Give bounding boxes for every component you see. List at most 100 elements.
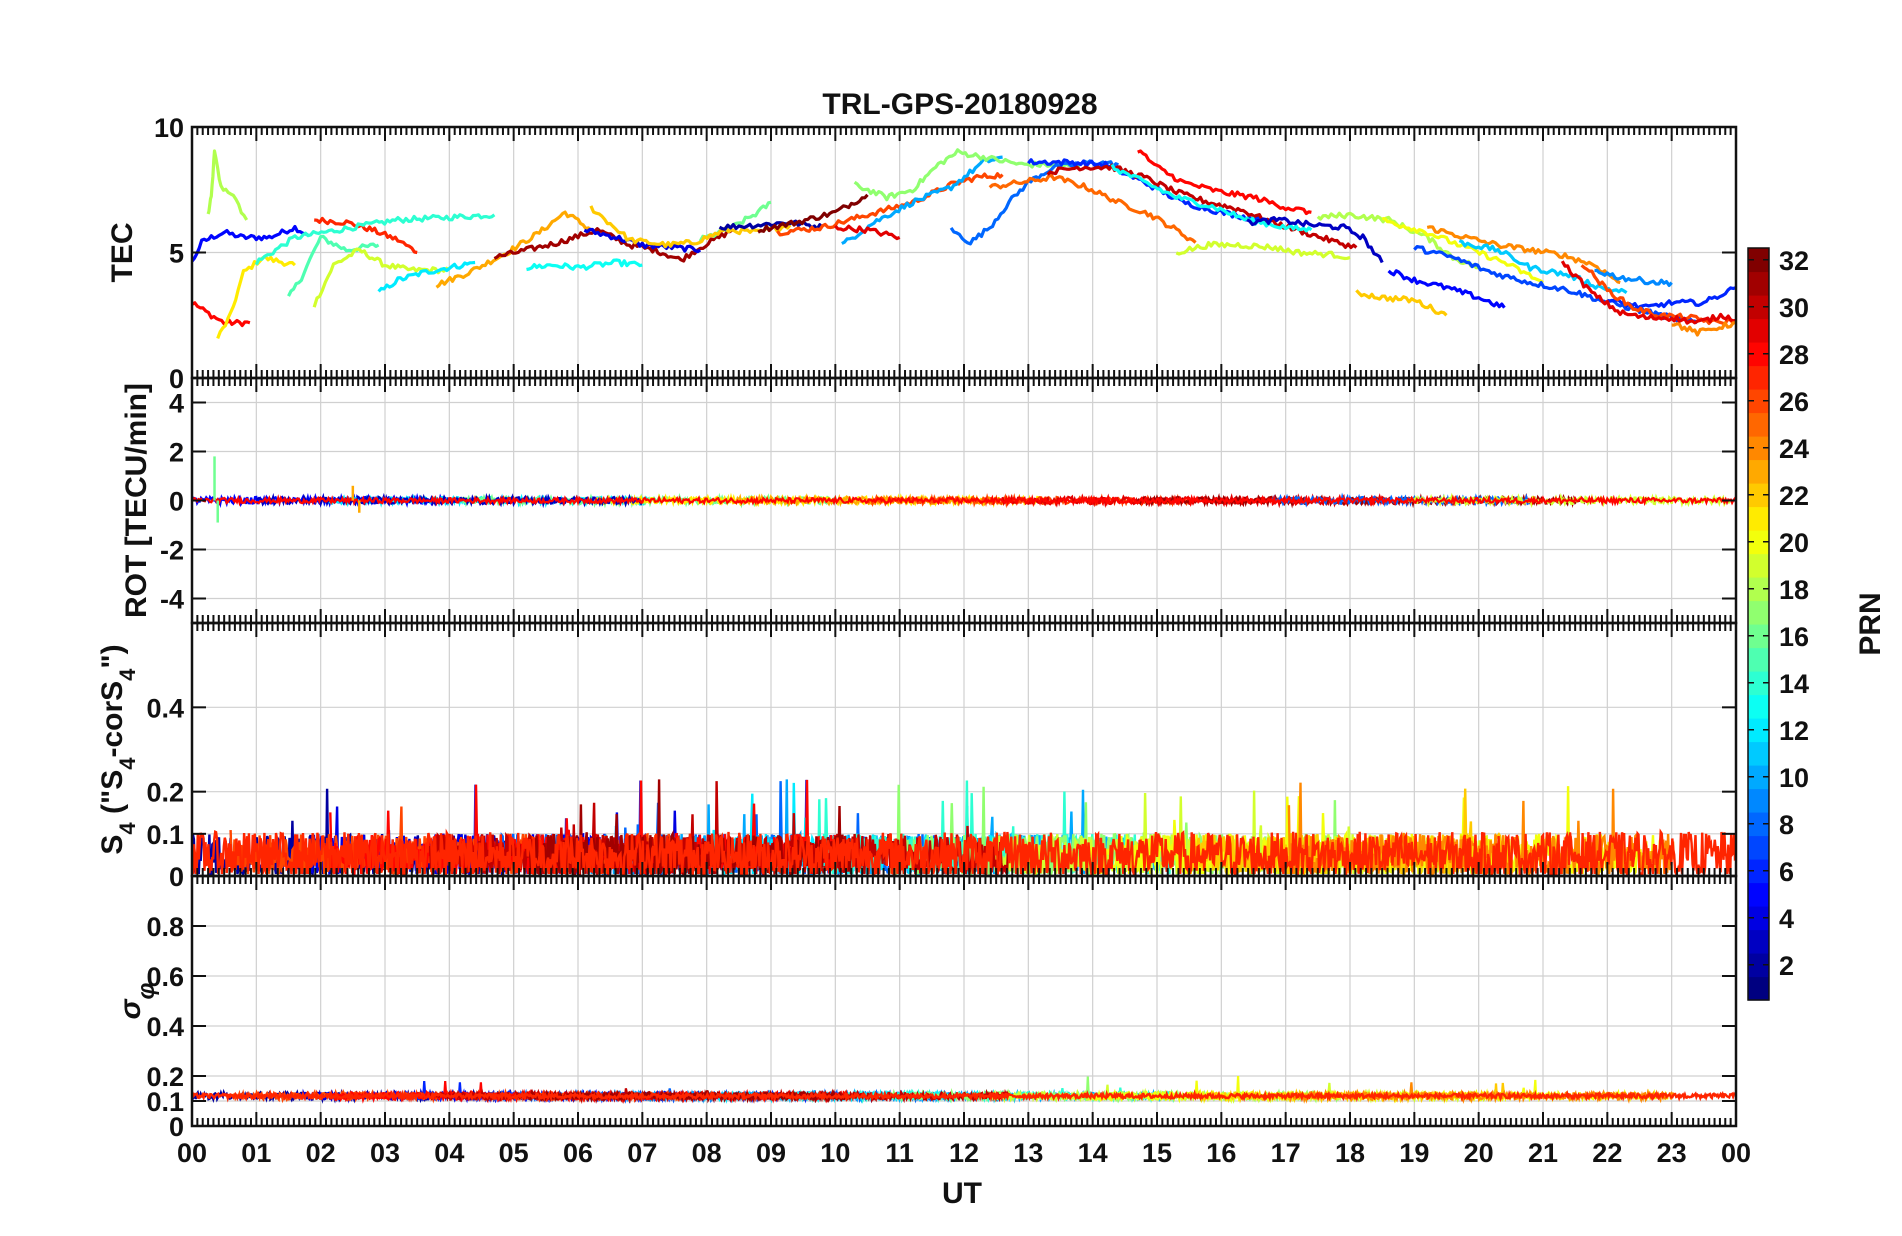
colorbar-swatch — [1748, 835, 1769, 860]
tec-series-prn-32 — [757, 193, 869, 234]
colorbar-tick-label: 30 — [1779, 293, 1809, 323]
series-group-sigphi — [192, 1076, 1736, 1105]
tec-series-prn-26 — [776, 172, 1004, 237]
tec-series-prn-19 — [1175, 240, 1351, 261]
tec-series-prn-18 — [206, 149, 249, 221]
x-tick-label: 16 — [1206, 1138, 1236, 1168]
x-tick-label: 23 — [1657, 1138, 1687, 1168]
colorbar-swatch — [1748, 318, 1769, 343]
colorbar-tick-label: 18 — [1779, 575, 1809, 605]
colorbar-tick-label: 32 — [1779, 246, 1809, 276]
tec-series-prn-4 — [583, 227, 702, 254]
tec-series-prn-14 — [254, 213, 496, 266]
y-tick-label: 0.8 — [146, 912, 184, 942]
colorbar-tick-label: 10 — [1779, 763, 1809, 793]
tec-series-prn-29 — [834, 224, 901, 241]
colorbar-swatch — [1748, 412, 1769, 437]
tec-series-prn-28 — [1137, 149, 1312, 216]
y-tick-label: -4 — [160, 585, 184, 615]
colorbar-swatch — [1748, 483, 1769, 508]
x-tick-label: 00 — [177, 1138, 207, 1168]
y-tick-label: -2 — [160, 536, 184, 566]
panel-rot: -4 -2 0 2 4 ROT [TECU/min] — [120, 376, 1738, 625]
x-tick-label: 00 — [1721, 1138, 1751, 1168]
tec-series-prn-3 — [1246, 216, 1384, 264]
tec-series-prn-25 — [988, 173, 1197, 244]
colorbar-tick-label: 26 — [1779, 387, 1809, 417]
colorbar-swatch — [1748, 882, 1769, 907]
y-tick-label: 0 — [169, 487, 184, 517]
tec-series-prn-22 — [1355, 289, 1448, 317]
x-tick-label: 07 — [627, 1138, 657, 1168]
s4-series-prn-27 — [192, 828, 1736, 876]
colorbar-tick-label: 22 — [1779, 481, 1809, 511]
x-tick-label: 10 — [820, 1138, 850, 1168]
x-tick-label: 18 — [1335, 1138, 1365, 1168]
tec-series-prn-27 — [314, 216, 418, 255]
x-tick-label: 02 — [306, 1138, 336, 1168]
x-tick-label: 15 — [1142, 1138, 1172, 1168]
x-axis-label: UT — [942, 1177, 982, 1210]
tec-series-prn-29 — [1560, 260, 1736, 325]
series-group-rot — [192, 456, 1736, 523]
colorbar-swatch — [1748, 906, 1769, 931]
colorbar-tick-label: 28 — [1779, 340, 1809, 370]
colorbar-swatch — [1748, 953, 1769, 978]
panel-sigphi: 00.10.2 0.4 0.6 0.8 σφ — [114, 874, 1738, 1142]
series-group-tec — [192, 148, 1736, 339]
colorbar-tick-label: 16 — [1779, 622, 1809, 652]
colorbar-swatch — [1748, 671, 1769, 696]
x-tick-label: 01 — [241, 1138, 271, 1168]
colorbar-tick-label: 14 — [1779, 669, 1809, 699]
x-tick-label: 08 — [692, 1138, 722, 1168]
tec-series-prn-20 — [1382, 217, 1544, 284]
colorbar-swatch — [1748, 694, 1769, 719]
x-tick-label: 03 — [370, 1138, 400, 1168]
x-tick-label: 14 — [1078, 1138, 1108, 1168]
tec-series-prn-12 — [377, 260, 476, 293]
y-tick-label: 0.2 — [146, 778, 184, 808]
colorbar-swatch — [1748, 976, 1769, 1001]
y-tick-label: 0 — [169, 1112, 184, 1142]
colorbar-swatch — [1748, 812, 1769, 837]
rot-series-prn-28 — [192, 494, 1736, 508]
tec-series-prn-24 — [1426, 225, 1621, 285]
colorbar-swatch — [1748, 271, 1769, 296]
x-tick-label: 04 — [434, 1138, 464, 1168]
y-axis-label-s4: S4 ("S4-corS4") — [96, 644, 140, 854]
y-axis-label-rot: ROT [TECU/min] — [120, 383, 153, 618]
x-tick-label: 19 — [1399, 1138, 1429, 1168]
tec-series-prn-2 — [718, 219, 824, 231]
tec-series-prn-13 — [526, 258, 643, 272]
colorbar-tick-label: 2 — [1779, 951, 1794, 981]
colorbar-tick-label: 6 — [1779, 857, 1794, 887]
y-tick-label: 5 — [169, 239, 184, 269]
series-group-s4 — [192, 779, 1736, 876]
colorbar-swatch — [1748, 929, 1769, 954]
colorbar-swatch — [1748, 577, 1769, 602]
x-tick-label: 09 — [756, 1138, 786, 1168]
colorbar-swatch — [1748, 436, 1769, 461]
y-tick-label: 4 — [169, 389, 184, 419]
tec-series-prn-28 — [192, 301, 251, 328]
tec-series-prn-8 — [949, 159, 1119, 246]
x-tick-label: 06 — [563, 1138, 593, 1168]
colorbar-label: PRN — [1854, 592, 1887, 655]
colorbar-swatch — [1748, 718, 1769, 743]
sigphi-series-prn-27 — [192, 1089, 1736, 1103]
tec-series-prn-22 — [589, 205, 792, 249]
colorbar-tick-label: 20 — [1779, 528, 1809, 558]
colorbar-swatch — [1748, 365, 1769, 390]
tec-series-prn-5 — [192, 224, 309, 263]
colorbar-swatch — [1748, 741, 1769, 766]
colorbar-swatch — [1748, 342, 1769, 367]
tec-series-prn-13 — [1110, 163, 1313, 233]
y-tick-label: 0 — [169, 364, 184, 394]
colorbar-tick-label: 8 — [1779, 810, 1794, 840]
colorbar-swatch — [1748, 765, 1769, 790]
y-axis-label-tec: TEC — [106, 223, 139, 283]
tec-series-prn-15 — [287, 234, 380, 297]
